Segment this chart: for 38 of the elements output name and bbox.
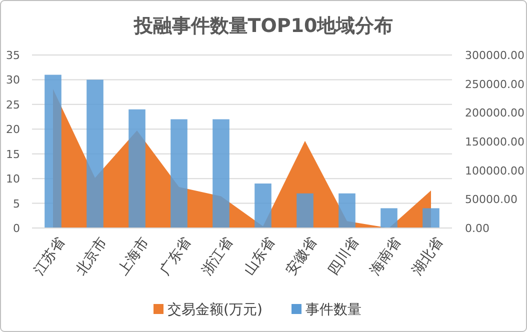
- bar: [170, 119, 188, 228]
- y-tick-label: 5: [13, 197, 20, 210]
- x-tick-label: 江苏省: [30, 234, 68, 278]
- bar: [86, 80, 104, 228]
- x-tick-label: 山东省: [240, 234, 278, 278]
- legend-label: 交易金额(万元): [168, 302, 262, 318]
- y2-tick-label: 50000.00: [465, 193, 518, 206]
- x-tick-label: 安徽省: [282, 234, 320, 278]
- x-tick-label: 浙江省: [198, 234, 236, 278]
- bar: [44, 74, 62, 228]
- y2-tick-label: 250000.00: [465, 78, 524, 91]
- x-tick-label: 北京市: [72, 234, 110, 278]
- bar: [128, 109, 146, 228]
- bar: [296, 193, 314, 228]
- x-tick-label: 上海市: [114, 234, 152, 278]
- x-tick-label: 广东省: [156, 234, 194, 278]
- x-tick-label: 四川省: [324, 234, 362, 278]
- y2-tick-label: 150000.00: [465, 136, 524, 148]
- y2-tick-label: 100000.00: [465, 164, 524, 178]
- x-tick-label: 海南省: [366, 234, 404, 278]
- y2-tick-label: 300000.00: [465, 49, 524, 62]
- legend-label: 事件数量: [306, 302, 362, 318]
- y-tick-label: 15: [6, 148, 20, 161]
- bar: [254, 184, 272, 228]
- y-tick-label: 10: [6, 172, 20, 186]
- bar: [338, 193, 356, 228]
- bar: [212, 119, 230, 228]
- y-tick-label: 25: [6, 98, 20, 112]
- y2-tick-label: 200000.00: [465, 106, 524, 120]
- y-tick-label: 30: [6, 74, 20, 87]
- chart-title: 投融事件数量TOP10地域分布: [132, 15, 394, 37]
- bar: [380, 208, 398, 228]
- bar: [422, 208, 440, 228]
- y2-tick-label: 0.00: [465, 222, 490, 235]
- y-tick-label: 0: [13, 222, 20, 235]
- x-tick-label: 湖北省: [408, 234, 446, 278]
- y-tick-label: 35: [6, 49, 20, 62]
- y-tick-label: 20: [6, 123, 20, 136]
